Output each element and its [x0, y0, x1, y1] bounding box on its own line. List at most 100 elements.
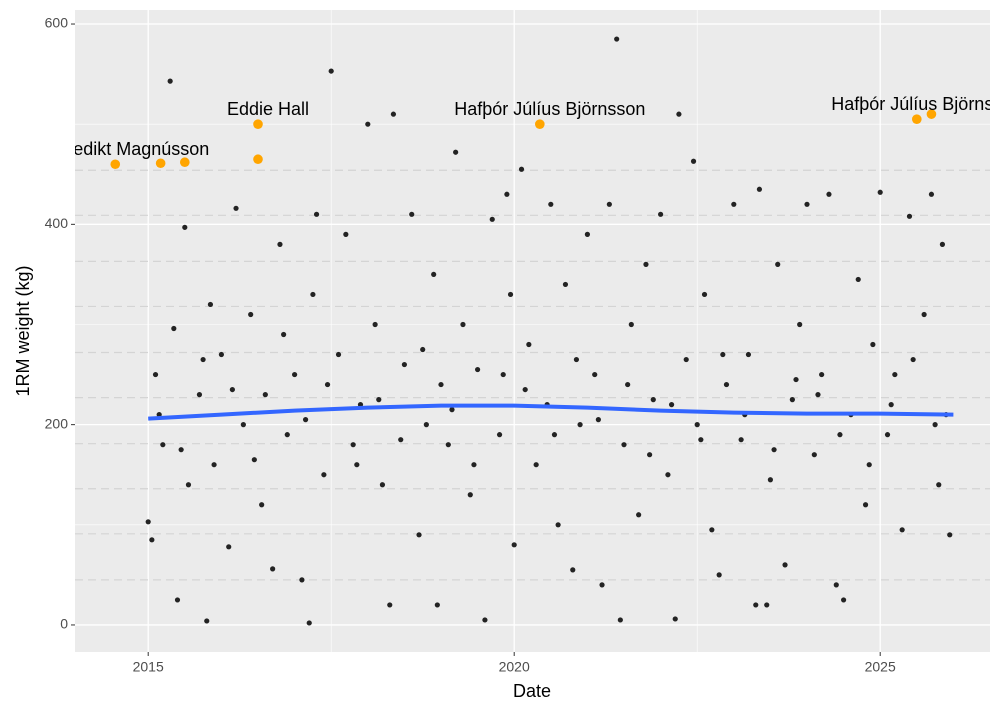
data-point	[826, 191, 832, 197]
y-axis-title: 1RM weight (kg)	[13, 265, 33, 396]
data-point	[716, 572, 722, 578]
data-point	[292, 371, 298, 378]
data-point	[507, 291, 514, 298]
data-point	[870, 341, 876, 348]
y-tick-label: 600	[45, 15, 69, 31]
data-point	[409, 211, 415, 217]
data-point	[156, 412, 162, 418]
data-point	[888, 402, 894, 408]
data-point	[676, 111, 682, 117]
point-label: Eddie Hall	[227, 99, 309, 119]
data-point	[449, 407, 455, 413]
data-point	[570, 567, 576, 573]
y-tick-label: 0	[60, 616, 68, 632]
data-point	[376, 397, 382, 403]
data-point	[310, 291, 316, 298]
data-point	[379, 482, 386, 488]
data-point	[328, 68, 334, 74]
data-point	[723, 381, 730, 388]
data-point	[756, 186, 763, 192]
data-point	[284, 432, 290, 438]
data-point	[636, 512, 642, 518]
data-point	[606, 201, 612, 207]
data-point	[251, 457, 257, 463]
x-tick-label: 2020	[499, 659, 530, 675]
data-point	[526, 341, 532, 348]
data-point	[445, 442, 451, 448]
data-point	[877, 189, 883, 195]
data-point	[453, 149, 459, 155]
data-point	[804, 201, 810, 207]
data-point	[767, 477, 774, 483]
data-point	[372, 321, 378, 328]
data-point	[793, 376, 799, 383]
data-point	[738, 437, 744, 443]
point-label: Hafþór Júlíus Björnsson	[831, 94, 1000, 114]
data-point	[387, 602, 393, 608]
data-point	[650, 397, 656, 403]
data-point	[698, 437, 704, 443]
data-point	[855, 276, 861, 283]
data-point	[782, 562, 788, 568]
data-point	[932, 422, 938, 428]
data-point	[628, 321, 634, 328]
data-point	[577, 422, 583, 428]
data-point	[471, 462, 477, 468]
data-point	[313, 211, 320, 217]
data-point	[253, 154, 263, 165]
data-point	[302, 417, 309, 423]
data-point	[240, 422, 246, 428]
data-point	[837, 432, 843, 438]
data-point	[906, 213, 913, 219]
data-point	[775, 261, 781, 267]
data-point	[665, 472, 671, 478]
data-point	[573, 356, 580, 363]
data-point	[152, 371, 159, 378]
data-point	[350, 442, 356, 448]
data-point	[599, 582, 605, 588]
data-point	[149, 537, 155, 543]
point-label: Benedikt Magnússon	[41, 139, 209, 159]
data-point	[625, 381, 631, 388]
data-point	[504, 191, 510, 197]
data-point	[518, 166, 525, 172]
data-point	[815, 391, 821, 398]
data-point	[862, 502, 869, 508]
data-point	[496, 432, 503, 438]
data-point	[475, 366, 481, 373]
data-point	[401, 361, 407, 368]
data-point	[155, 158, 166, 169]
data-point	[555, 522, 561, 528]
data-point	[253, 119, 263, 129]
data-point	[745, 351, 752, 358]
data-point	[354, 462, 360, 468]
x-tick-label: 2025	[865, 659, 896, 675]
data-point	[833, 582, 839, 588]
y-tick-label: 400	[45, 215, 69, 231]
data-point	[420, 346, 426, 353]
data-point	[819, 371, 825, 378]
data-point	[204, 618, 210, 624]
data-point	[720, 351, 726, 358]
data-point	[617, 617, 623, 623]
plot-area: Benedikt Magnússon Eddie Hall Hafþór Júlíu…	[41, 10, 1000, 652]
data-point	[489, 216, 495, 222]
data-point	[947, 532, 953, 538]
data-point	[423, 422, 429, 428]
data-point	[533, 462, 539, 468]
data-point	[431, 271, 437, 278]
data-point	[584, 231, 591, 237]
data-point	[668, 402, 675, 408]
data-point	[701, 291, 708, 298]
data-point	[416, 532, 422, 538]
data-point	[500, 371, 506, 378]
data-point	[548, 201, 554, 207]
data-point	[200, 356, 206, 363]
data-point	[592, 371, 598, 378]
x-axis-title: Date	[513, 681, 551, 701]
x-tick-label: 2015	[133, 659, 164, 675]
data-point	[672, 616, 678, 622]
data-point	[647, 452, 653, 458]
data-point	[174, 597, 181, 603]
